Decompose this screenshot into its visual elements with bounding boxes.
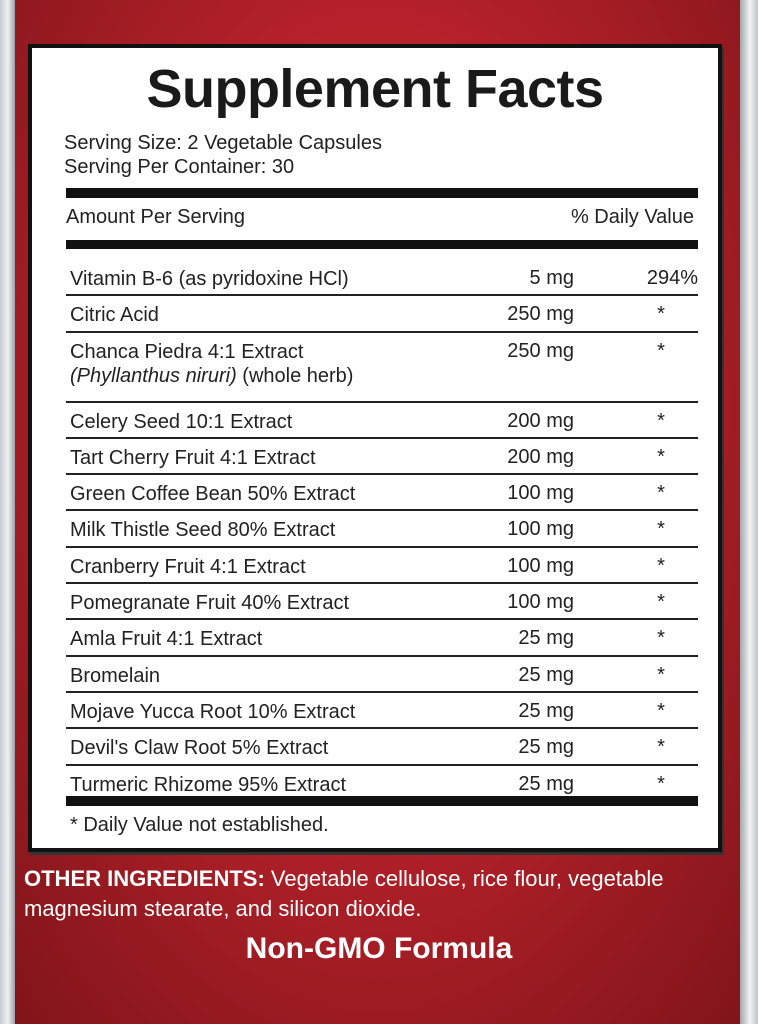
table-row: Chanca Piedra 4:1 Extract (Phyllanthus ni… (66, 333, 698, 403)
table-row: Green Coffee Bean 50% Extract 100 mg * (66, 475, 698, 512)
table-row: Vitamin B-6 (as pyridoxine HCl) 5 mg 294… (66, 260, 698, 297)
serving-size: Serving Size: 2 Vegetable Capsules (64, 132, 382, 154)
dv-header: % Daily Value (570, 206, 694, 228)
ingredient-amount: 25 mg (518, 772, 574, 795)
table-row: Turmeric Rhizome 95% Extract 25 mg * (66, 766, 698, 802)
ingredient-amount: 25 mg (518, 736, 574, 759)
table-header: Amount Per Serving % Daily Value (66, 206, 694, 229)
ingredient-name: Amla Fruit 4:1 Extract (70, 628, 263, 651)
ingredient-daily-value: * (657, 554, 665, 577)
ingredient-daily-value: * (657, 518, 665, 541)
ingredient-daily-value: * (657, 627, 665, 650)
ingredient-name: Bromelain (70, 664, 161, 687)
ingredient-amount: 25 mg (518, 699, 574, 722)
ingredient-amount: 200 mg (507, 445, 574, 468)
ingredient-daily-value: 294% (646, 267, 698, 289)
table-row: Citric Acid 250 mg * (66, 296, 698, 333)
ingredient-name: Chanca Piedra 4:1 Extract (70, 340, 304, 363)
ingredient-daily-value: * (657, 591, 665, 614)
ingredient-latin-name: (Phyllanthus niruri) (70, 364, 237, 387)
divider-thick (66, 240, 698, 249)
ingredient-amount: 100 mg (507, 554, 574, 577)
ingredient-daily-value: * (657, 736, 665, 759)
servings-per-container: Serving Per Container: 30 (64, 156, 295, 178)
supplement-facts-panel: Supplement Facts Serving Size: 2 Vegetab… (28, 44, 722, 852)
ingredient-daily-value: * (657, 409, 665, 432)
table-row: Cranberry Fruit 4:1 Extract 100 mg * (66, 548, 698, 585)
ingredient-amount: 100 mg (507, 482, 574, 505)
ingredient-amount: 25 mg (518, 627, 574, 650)
table-row: Devil's Claw Root 5% Extract 25 mg * (66, 729, 698, 766)
ingredient-name: Pomegranate Fruit 40% Extract (70, 592, 350, 615)
table-row: Tart Cherry Fruit 4:1 Extract 200 mg * (66, 439, 698, 476)
ingredient-daily-value: * (657, 772, 665, 795)
ingredient-amount: 250 mg (507, 339, 574, 362)
other-ingredients-text: Vegetable cellulose, rice flour, vegetab… (24, 866, 664, 921)
ingredient-daily-value: * (657, 303, 665, 326)
ingredient-name: Citric Acid (70, 304, 159, 327)
divider-thick (66, 796, 698, 806)
ingredients-table: Vitamin B-6 (as pyridoxine HCl) 5 mg 294… (66, 260, 698, 802)
table-row: Amla Fruit 4:1 Extract 25 mg * (66, 620, 698, 657)
ingredient-daily-value: * (657, 445, 665, 468)
panel-title: Supplement Facts (146, 59, 604, 119)
table-row: Bromelain 25 mg * (66, 657, 698, 693)
ingredient-daily-value: * (657, 339, 665, 362)
ingredient-name: Turmeric Rhizome 95% Extract (70, 773, 346, 796)
ingredient-name: Green Coffee Bean 50% Extract (70, 483, 356, 506)
ingredient-amount: 200 mg (507, 409, 574, 432)
ingredient-name: Milk Thistle Seed 80% Extract (70, 519, 336, 542)
ingredient-amount: 100 mg (507, 518, 574, 541)
ingredient-name: Vitamin B-6 (as pyridoxine HCl) (70, 268, 349, 290)
table-row: Milk Thistle Seed 80% Extract 100 mg * (66, 511, 698, 548)
non-gmo-badge: Non-GMO Formula (245, 932, 513, 965)
ingredient-amount: 100 mg (507, 591, 574, 614)
ingredient-name: Mojave Yucca Root 10% Extract (70, 700, 356, 723)
other-ingredients: OTHER INGREDIENTS: Vegetable cellulose, … (24, 864, 744, 924)
ingredient-daily-value: * (657, 482, 665, 505)
footnote: * Daily Value not established. (70, 814, 329, 836)
ingredient-name: Tart Cherry Fruit 4:1 Extract (70, 446, 316, 469)
ingredient-daily-value: * (657, 699, 665, 722)
ingredient-name: Celery Seed 10:1 Extract (70, 410, 293, 433)
ingredient-name: Devil's Claw Root 5% Extract (70, 737, 329, 760)
ingredient-amount: 5 mg (529, 267, 574, 289)
ingredient-name: Cranberry Fruit 4:1 Extract (70, 555, 306, 578)
table-row: Celery Seed 10:1 Extract 200 mg * (66, 403, 698, 439)
amount-header: Amount Per Serving (66, 206, 245, 228)
table-row: Mojave Yucca Root 10% Extract 25 mg * (66, 693, 698, 730)
ingredient-amount: 25 mg (518, 663, 574, 686)
table-row: Pomegranate Fruit 40% Extract 100 mg * (66, 584, 698, 621)
ingredient-daily-value: * (657, 663, 665, 686)
other-ingredients-label: OTHER INGREDIENTS: (24, 866, 265, 891)
divider-thick (66, 188, 698, 198)
ingredient-amount: 250 mg (507, 303, 574, 326)
ingredient-part: (whole herb) (236, 364, 354, 387)
